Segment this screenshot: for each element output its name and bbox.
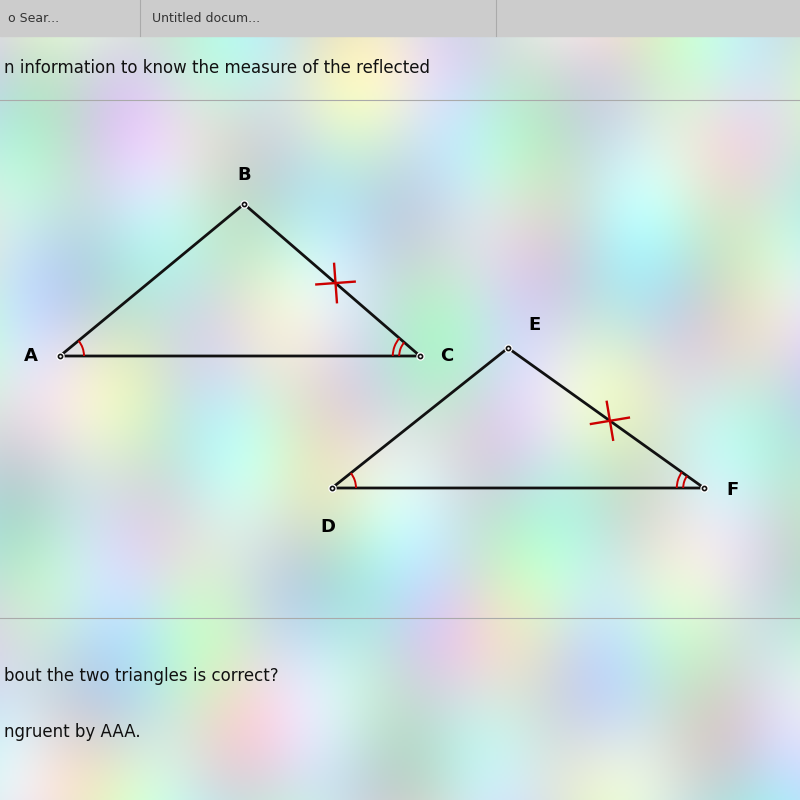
Text: A: A [24, 347, 38, 365]
Text: Untitled docum...: Untitled docum... [152, 11, 260, 25]
Bar [0, 0, 800, 36]
Text: ngruent by AAA.: ngruent by AAA. [4, 723, 141, 741]
Text: C: C [440, 347, 454, 365]
Text: E: E [528, 315, 540, 334]
Text: n information to know the measure of the reflected: n information to know the measure of the… [4, 59, 430, 77]
Text: D: D [321, 518, 335, 536]
Text: o Sear...: o Sear... [8, 11, 59, 25]
Text: B: B [237, 166, 251, 184]
Text: F: F [726, 481, 738, 498]
Text: bout the two triangles is correct?: bout the two triangles is correct? [4, 667, 278, 685]
